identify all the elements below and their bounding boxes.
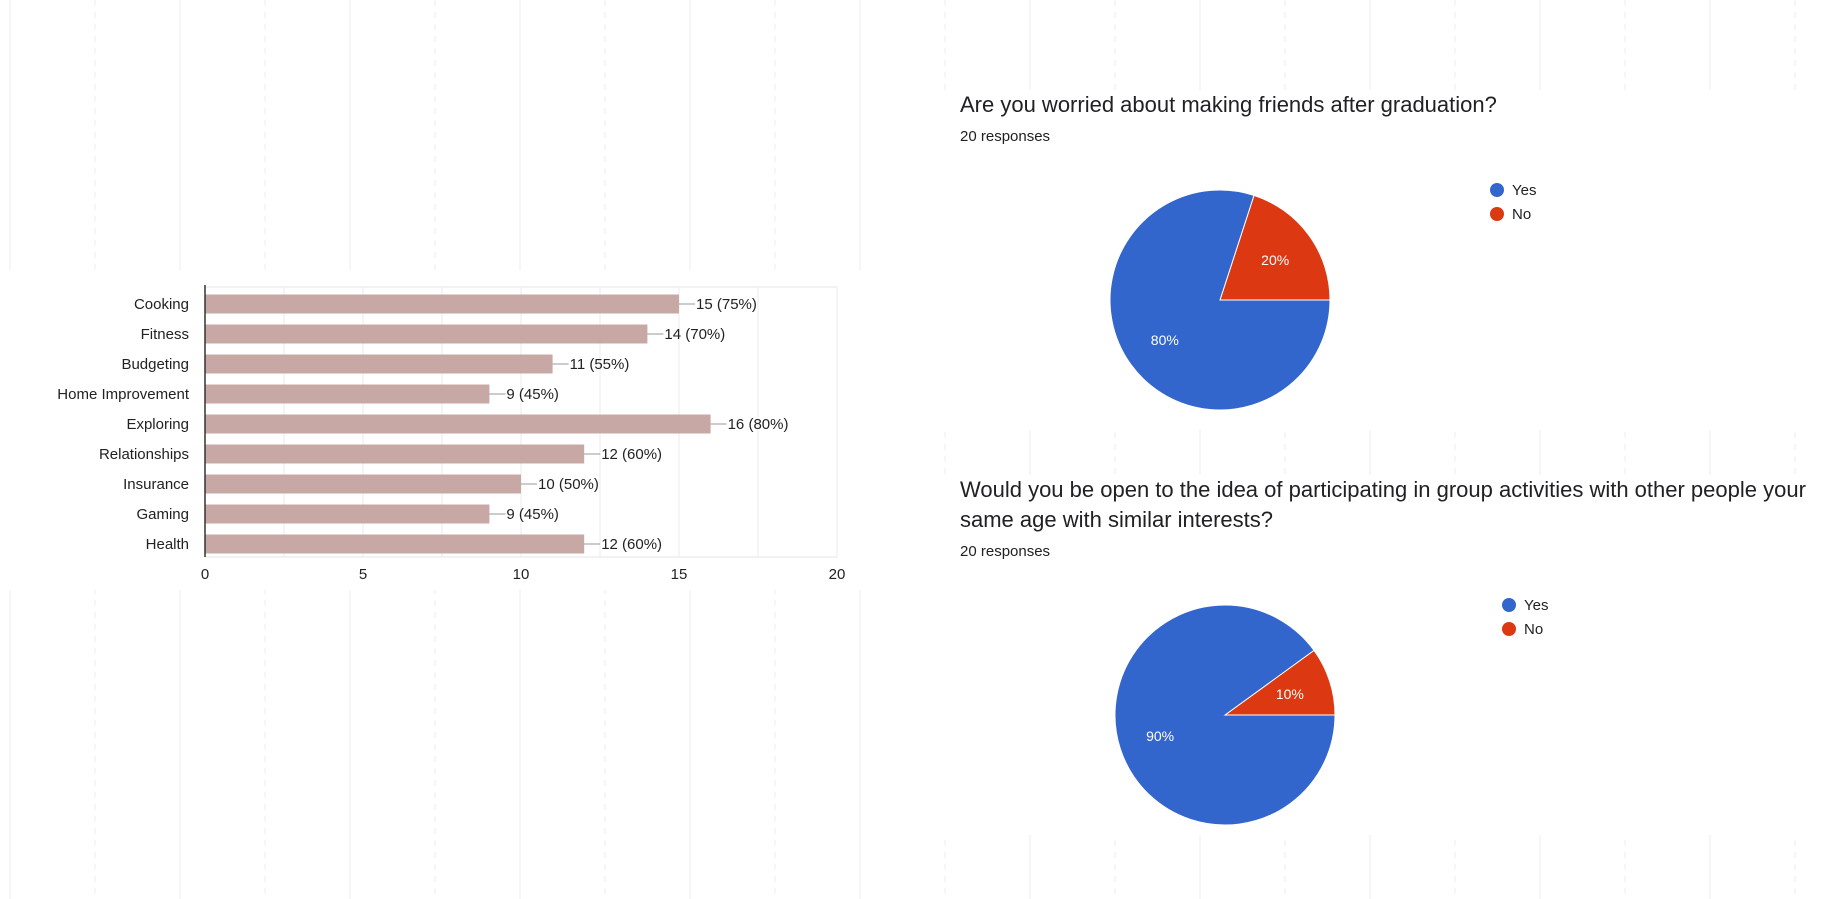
category-label: Cooking (134, 296, 189, 313)
bar-chart: Cooking 15 (75%) Fitness 14 (70%) Budgeting 1… (57, 285, 846, 583)
bar (205, 534, 585, 554)
x-tick-label: 20 (829, 566, 846, 583)
legend-label-yes: Yes (1512, 181, 1537, 199)
bar (205, 354, 553, 374)
bar-chart-panel: Cooking 15 (75%) Fitness 14 (70%) Budgeting 1… (0, 270, 880, 590)
category-label: Relationships (99, 446, 189, 463)
legend-swatch-yes (1490, 183, 1504, 197)
data-label: 14 (70%) (664, 326, 725, 343)
legend-2: Yes No (1502, 593, 1548, 641)
slice-label: 20% (1261, 252, 1289, 268)
data-label: 10 (50%) (538, 476, 599, 493)
data-label: 9 (45%) (506, 506, 559, 523)
legend-1: Yes No (1490, 178, 1536, 226)
category-label: Exploring (126, 416, 189, 433)
data-label: 11 (55%) (570, 356, 630, 373)
legend-item-no: No (1490, 202, 1536, 226)
legend-item-yes: Yes (1490, 178, 1536, 202)
data-label: 12 (60%) (601, 446, 662, 463)
question-card-2: Would you be open to the idea of partici… (940, 475, 1820, 835)
x-tick-label: 0 (201, 566, 209, 583)
data-label: 16 (80%) (728, 416, 789, 433)
legend-swatch-no (1502, 622, 1516, 636)
bar (205, 324, 648, 344)
slice-label: 90% (1146, 728, 1174, 744)
pie-slice-yes (1109, 189, 1331, 411)
legend-swatch-no (1490, 207, 1504, 221)
category-label: Fitness (141, 326, 189, 343)
question-card-1: Are you worried about making friends aft… (940, 90, 1820, 430)
x-tick-label: 10 (513, 566, 530, 583)
legend-swatch-yes (1502, 598, 1516, 612)
bar (205, 444, 585, 464)
bar (205, 384, 490, 404)
category-label: Gaming (136, 506, 189, 523)
question-title-1: Are you worried about making friends aft… (960, 92, 1497, 117)
question-title-2: Would you be open to the idea of partici… (960, 477, 1806, 532)
category-label: Budgeting (121, 356, 189, 373)
slice-label: 10% (1276, 686, 1304, 702)
data-label: 12 (60%) (601, 536, 662, 553)
legend-label-no: No (1512, 205, 1532, 223)
category-label: Home Improvement (57, 386, 190, 403)
response-count-1: 20 responses (960, 128, 1051, 145)
legend-item-no: No (1502, 617, 1548, 641)
x-tick-label: 5 (359, 566, 367, 583)
legend-item-yes: Yes (1502, 593, 1548, 617)
pie-chart-1: 20% 80% (1109, 189, 1331, 411)
legend-label-yes: Yes (1524, 596, 1549, 614)
bar (205, 474, 521, 494)
category-label: Insurance (123, 476, 189, 493)
bar (205, 294, 679, 314)
x-tick-label: 15 (671, 566, 688, 583)
legend-label-no: No (1524, 620, 1544, 638)
data-label: 9 (45%) (506, 386, 559, 403)
pie-slice-no (1219, 194, 1331, 301)
data-label: 15 (75%) (696, 296, 757, 313)
bar (205, 504, 490, 524)
slice-label: 80% (1151, 332, 1179, 348)
bar (205, 414, 711, 434)
category-label: Health (146, 536, 189, 553)
pie-chart-2: 10% 90% (1114, 604, 1336, 826)
pie-slice-yes (1114, 604, 1336, 826)
response-count-2: 20 responses (960, 543, 1051, 560)
